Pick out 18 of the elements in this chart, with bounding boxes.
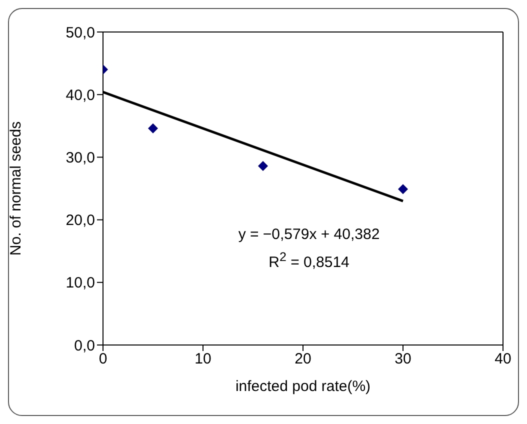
point xyxy=(398,184,408,194)
y-tick-label: 10,0 xyxy=(66,274,95,292)
x-tick-label: 10 xyxy=(194,350,212,368)
y-tick-label: 0,0 xyxy=(74,337,95,354)
x-tick-label: 30 xyxy=(394,350,412,368)
point xyxy=(258,160,268,171)
y-axis-title: No. of normal seeds xyxy=(7,121,24,256)
x-axis-title: infected pod rate(%) xyxy=(235,378,371,395)
point xyxy=(148,123,158,134)
y-tick-label: 50,0 xyxy=(66,24,95,42)
y-tick-label: 40,0 xyxy=(66,86,95,104)
y-tick-label: 30,0 xyxy=(66,150,95,167)
x-tick-label: 20 xyxy=(294,350,312,368)
y-tick-label: 20,0 xyxy=(66,212,95,230)
annotation: y = −0,579x + 40,382 xyxy=(237,225,381,245)
x-tick-label: 0 xyxy=(98,350,108,368)
x-tick-label: 40 xyxy=(494,350,512,368)
annotation: R$^{2}$ = 0,8514 xyxy=(268,249,350,273)
